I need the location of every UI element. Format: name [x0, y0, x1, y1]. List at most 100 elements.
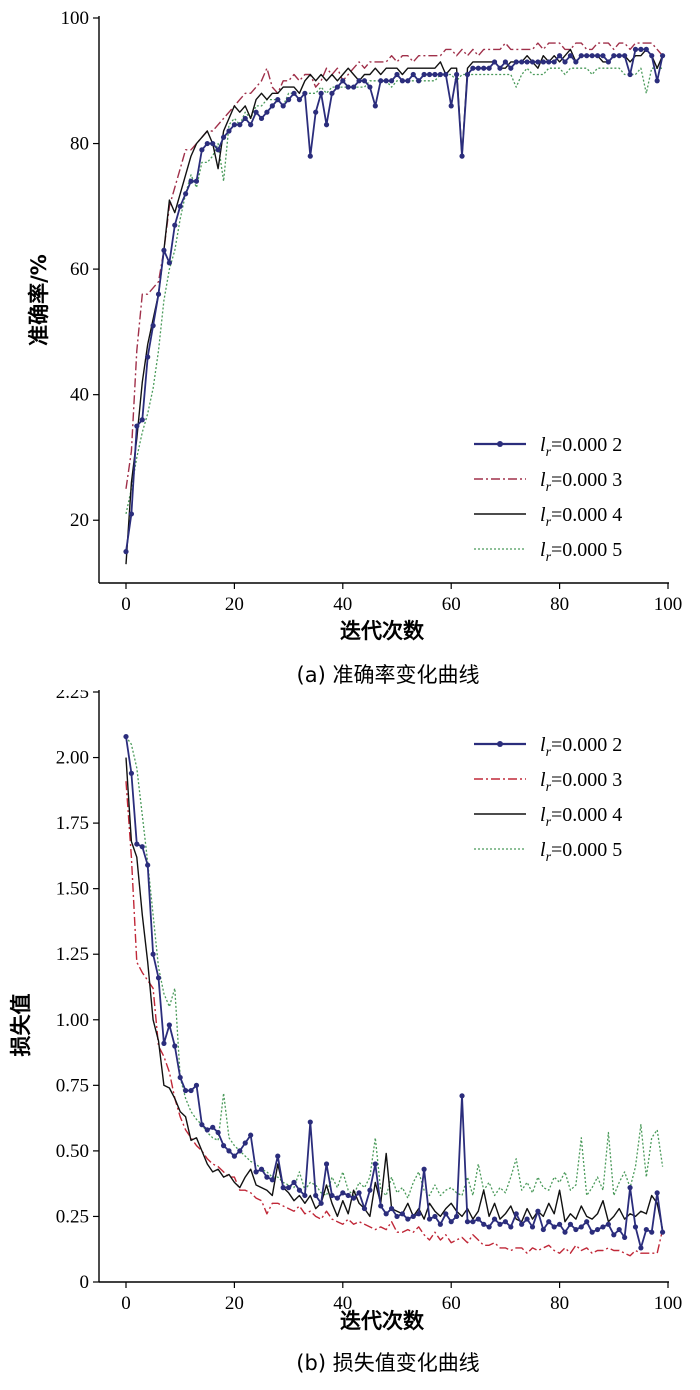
series-1-point [410, 1213, 416, 1220]
series-1-point [351, 1195, 357, 1201]
series-1-point [269, 103, 275, 109]
series-1-point [172, 1043, 178, 1049]
series-1-point [502, 1219, 508, 1225]
x-tick-label: 40 [333, 1293, 352, 1314]
series-1-point [231, 1153, 237, 1159]
series-line-3 [125, 757, 664, 1230]
series-1-point [155, 975, 162, 981]
series-1-point [269, 1177, 275, 1183]
series-1-point [340, 1190, 346, 1196]
series-1-point [546, 1219, 552, 1225]
y-tick-label: 2.25 [56, 690, 89, 703]
series-1-point [177, 1074, 183, 1081]
y-tick-label: 100 [61, 8, 90, 29]
series-1-point [345, 84, 351, 90]
series-1-point [172, 222, 178, 228]
legend-marker [497, 741, 503, 747]
series-1-point [491, 1216, 498, 1222]
legend-label-3: lr=0.000 4 [540, 504, 622, 530]
series-1-point [654, 1190, 660, 1196]
series-1-point [611, 53, 617, 59]
series-1-point [372, 103, 378, 109]
series-1-point [177, 203, 183, 209]
series-1-point [361, 1205, 368, 1212]
series-1-point [589, 1229, 595, 1235]
series-1-point [296, 1187, 303, 1193]
series-1-point [622, 1234, 628, 1241]
series-1-point [253, 109, 259, 115]
series-1-point [649, 53, 655, 59]
series-1-point [410, 71, 416, 78]
legend-label-4: lr=0.000 5 [540, 839, 622, 865]
series-1-point [616, 1226, 622, 1233]
series-1-point [139, 417, 145, 423]
y-tick-label: 1.75 [56, 813, 89, 834]
series-1-point [399, 78, 406, 84]
series-1-point [220, 134, 227, 140]
series-1-point [454, 1213, 460, 1220]
series-1-point [605, 1221, 611, 1227]
series-1-point [388, 1205, 395, 1212]
series-1-point [361, 78, 368, 84]
series-1-point [578, 53, 584, 59]
series-1-point [145, 862, 151, 868]
series-1-point [128, 511, 135, 517]
series-1-point [264, 109, 270, 115]
series-1-point [497, 1221, 503, 1227]
series-1-point [275, 97, 281, 103]
loss-axes [98, 690, 669, 1283]
series-1-point [351, 84, 357, 90]
y-tick-label: 2.00 [56, 748, 89, 769]
series-1-point [529, 59, 536, 65]
series-line-4 [125, 67, 663, 515]
accuracy-x-axis-label: 迭代次数 [340, 619, 425, 643]
series-1-point [421, 1166, 427, 1172]
series-1-point [459, 1093, 465, 1099]
series-1-point [481, 1221, 487, 1227]
series-1-point [557, 1221, 563, 1227]
x-tick-label: 80 [550, 1293, 569, 1314]
series-1-point [632, 46, 639, 52]
series-1-point [372, 1161, 378, 1167]
accuracy-chart: 0 20 40 60 80 100 20 40 60 80 100 迭代次数 准确率/% (a) 准… [27, 8, 682, 687]
series-1-point [123, 549, 129, 555]
x-tick-label: 0 [121, 1293, 131, 1314]
series-1-point [502, 59, 508, 65]
series-1-point [150, 323, 156, 329]
series-1-point [367, 1187, 373, 1193]
series-1-point [253, 1169, 259, 1175]
series-1-point [275, 1153, 281, 1159]
series-1-point [416, 78, 422, 84]
legend-label-2: lr=0.000 3 [540, 769, 622, 795]
legend-label-4: lr=0.000 5 [540, 539, 622, 565]
y-tick-label: 0.50 [56, 1141, 89, 1162]
series-1-point [183, 191, 189, 197]
series-1-point [475, 1216, 481, 1222]
series-1-point [643, 1226, 649, 1233]
series-1-point [627, 71, 633, 78]
series-1-point [426, 71, 433, 78]
series-1-point [546, 59, 552, 65]
series-1-point [551, 1224, 557, 1230]
series-1-point [567, 1221, 574, 1227]
legend-marker [497, 441, 503, 447]
series-1-point [454, 71, 460, 78]
series-1-point [183, 1087, 189, 1094]
series-1-point [643, 46, 649, 52]
series-1-point [139, 844, 145, 850]
series-1-point [248, 122, 254, 128]
y-tick-label: 60 [70, 259, 89, 280]
x-tick-label: 20 [225, 1293, 244, 1314]
series-1-point [600, 1224, 606, 1230]
series-1-point [226, 1148, 232, 1154]
series-1-point [210, 1124, 216, 1130]
series-1-point [508, 65, 514, 71]
series-1-point [540, 1226, 546, 1233]
series-1-point [589, 53, 595, 59]
series-1-point [508, 1224, 514, 1230]
series-1-point [513, 59, 519, 65]
y-tick-label: 80 [70, 134, 89, 155]
series-1-point [426, 1216, 433, 1222]
series-1-point [161, 247, 167, 253]
series-1-point [318, 1200, 324, 1206]
